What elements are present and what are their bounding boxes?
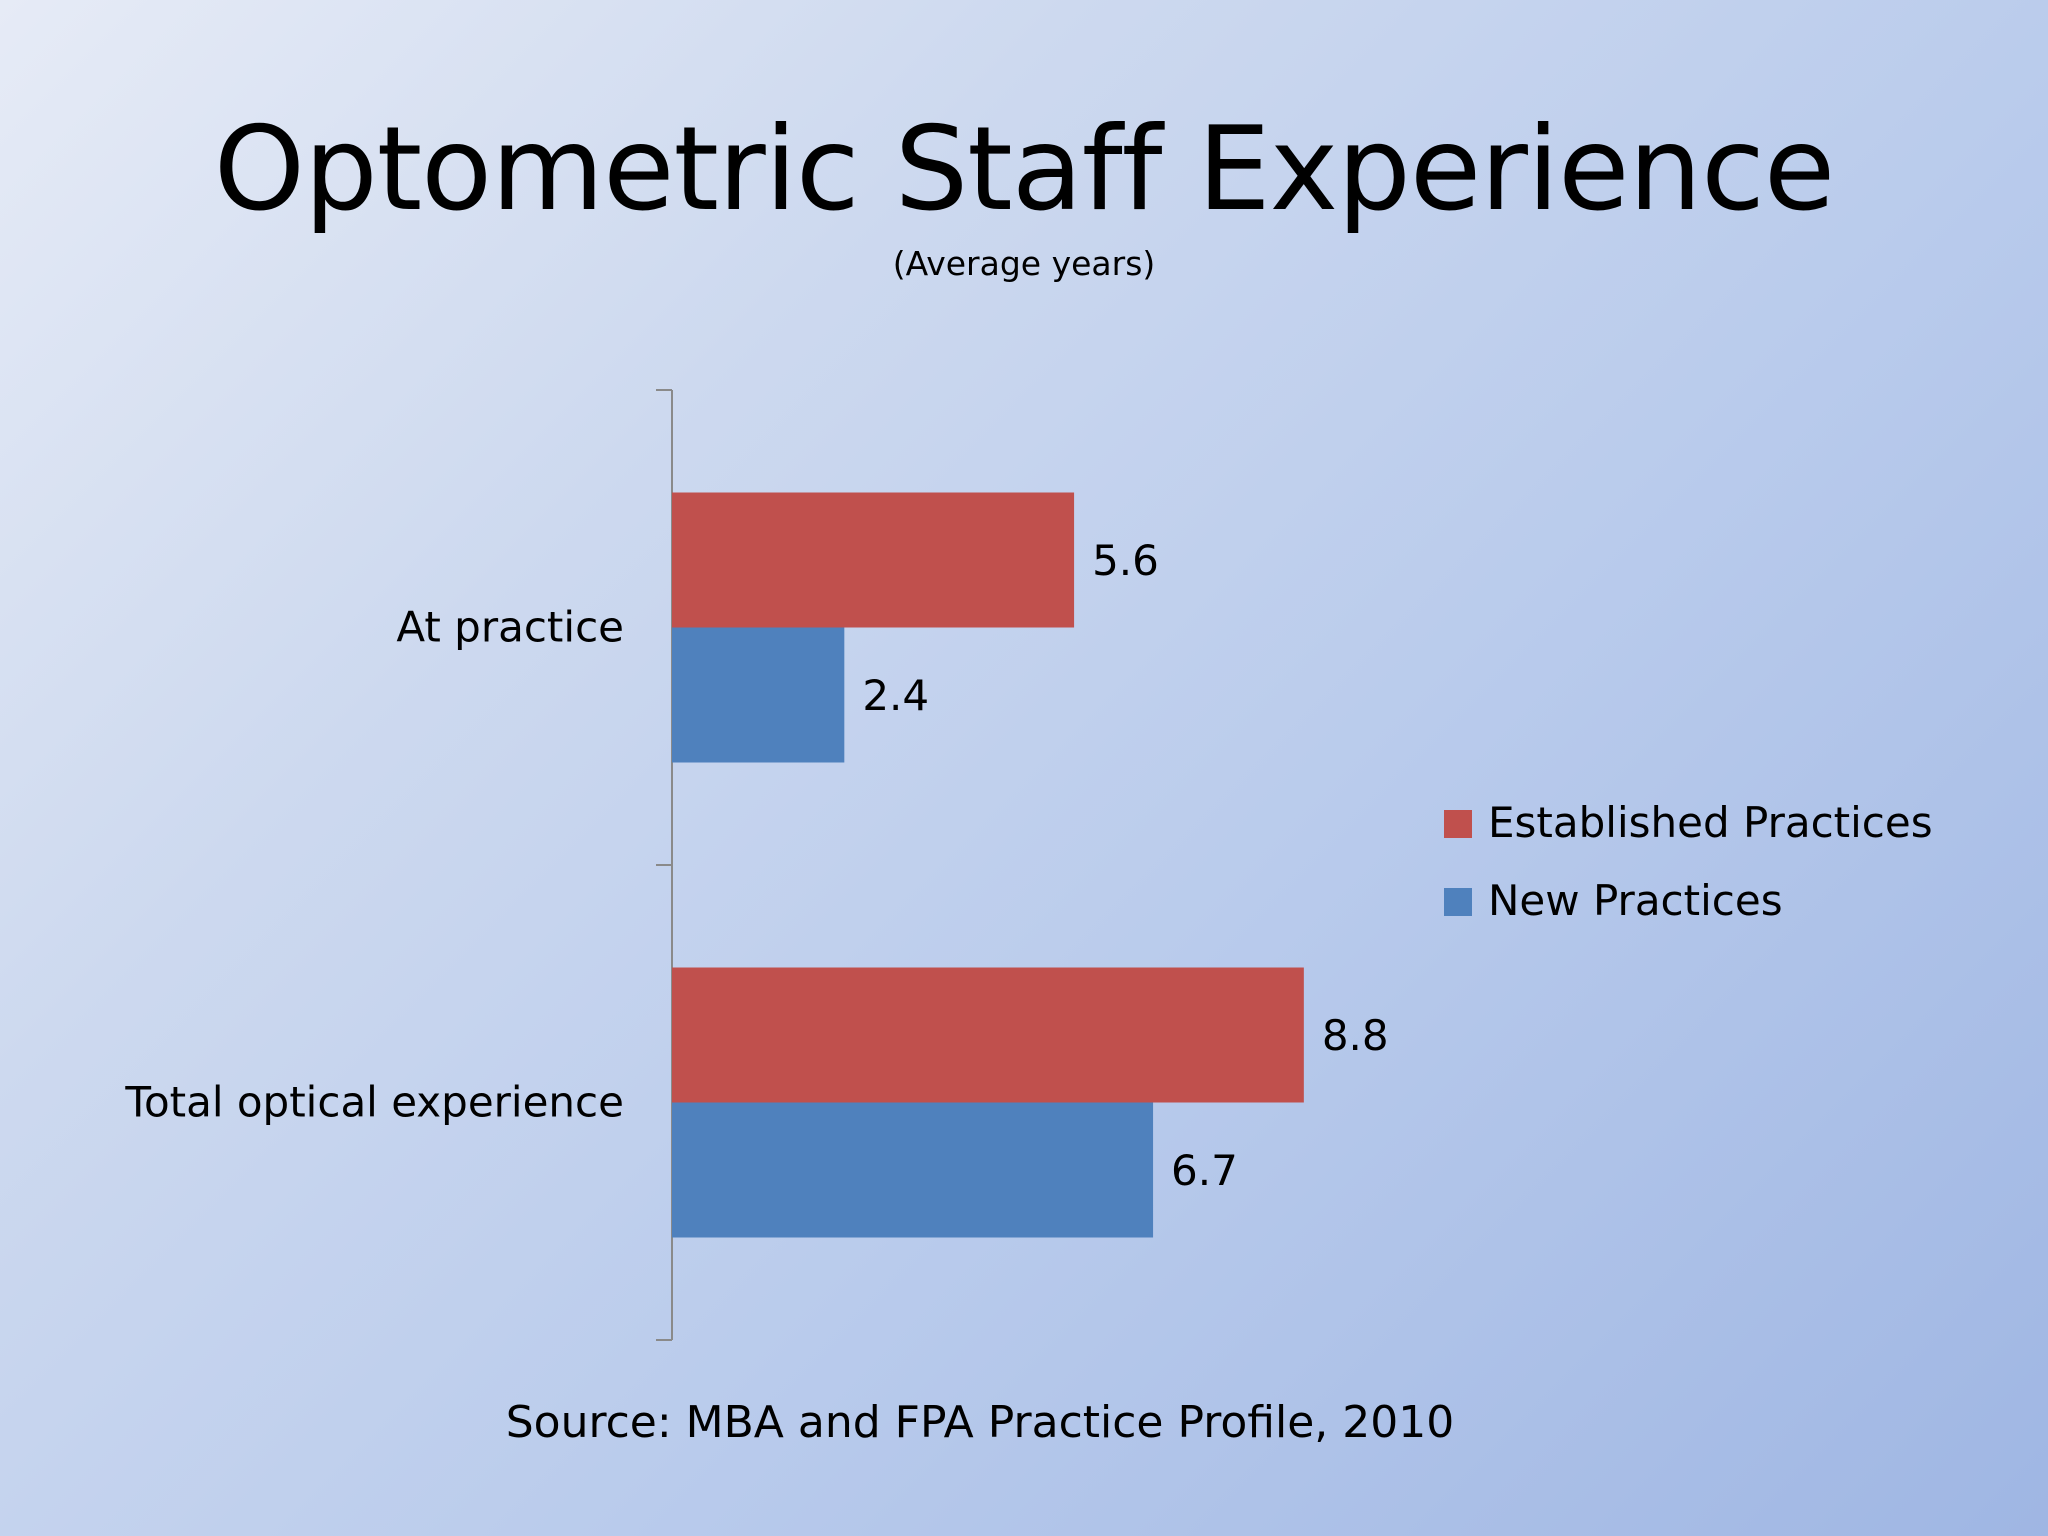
legend: Established Practices New Practices — [1444, 798, 1933, 925]
category-label: Total optical experience — [124, 1078, 624, 1127]
category-axis — [656, 389, 673, 1341]
bar-new-1 — [672, 1102, 1154, 1238]
legend-label: Established Practices — [1488, 798, 1933, 847]
bars-group — [672, 492, 1304, 1238]
legend-swatch — [1444, 810, 1472, 838]
data-label: 2.4 — [862, 671, 929, 720]
bar-established-1 — [672, 967, 1304, 1103]
category-label: At practice — [396, 603, 624, 652]
legend-label: New Practices — [1488, 876, 1783, 925]
source-note: Source: MBA and FPA Practice Profile, 20… — [505, 1397, 1455, 1448]
bar-new-0 — [672, 627, 845, 763]
bar-established-0 — [672, 492, 1075, 628]
labels-group: At practice 5.6 2.4 Total optical experienc… — [124, 536, 1388, 1195]
slide-subtitle: (Average years) — [892, 244, 1156, 283]
slide-title: Optometric Staff Experience — [213, 102, 1835, 237]
legend-swatch — [1444, 888, 1472, 916]
data-label: 5.6 — [1092, 536, 1159, 585]
data-label: 6.7 — [1171, 1146, 1238, 1195]
data-label: 8.8 — [1322, 1011, 1389, 1060]
